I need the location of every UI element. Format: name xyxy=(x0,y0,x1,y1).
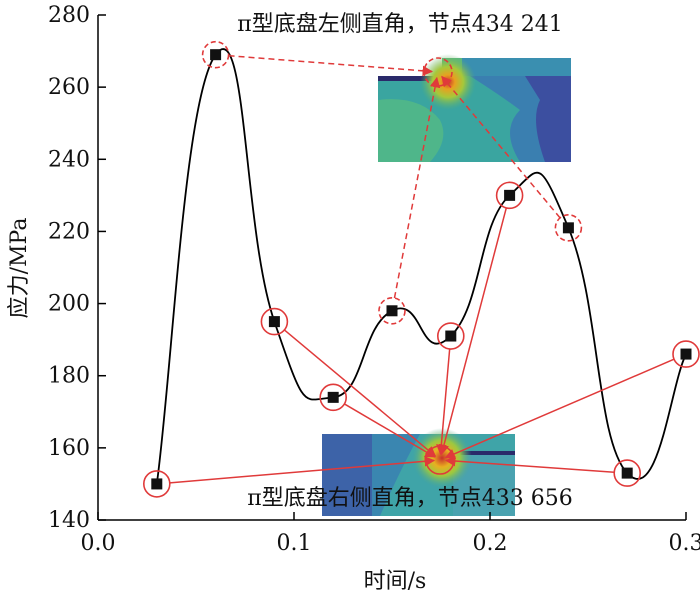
hotspot-circle xyxy=(423,57,453,87)
y-tick-label: 220 xyxy=(48,219,90,244)
annotation-circle xyxy=(554,214,583,242)
annotation-circle xyxy=(319,383,348,412)
y-tick-label: 240 xyxy=(48,147,90,172)
hotspot-circle xyxy=(425,445,455,475)
data-markers xyxy=(151,49,692,490)
annotation-circle xyxy=(260,307,289,336)
data-point xyxy=(621,467,633,479)
y-tick-label: 160 xyxy=(48,436,90,461)
annotation-circle xyxy=(436,322,465,350)
annotation-circle xyxy=(378,296,406,325)
data-point xyxy=(268,316,280,328)
data-point xyxy=(210,49,222,61)
annotation-layer xyxy=(143,40,700,498)
x-tick-label: 0.2 xyxy=(473,531,508,556)
y-tick-label: 140 xyxy=(48,508,90,533)
annotation-arrow xyxy=(228,54,434,77)
fea-inset-right-corner xyxy=(322,428,515,516)
annotation-circle xyxy=(143,470,171,498)
annotation-circle xyxy=(613,459,642,487)
data-point xyxy=(504,189,516,201)
y-tick-label: 180 xyxy=(48,364,90,389)
data-point xyxy=(680,348,692,360)
y-ticks: 140 160 180 200 220 240 260 280 xyxy=(48,3,106,533)
annotation-label-left-corner: π型底盘左侧直角，节点434 241 xyxy=(237,12,562,37)
x-tick-label: 0.0 xyxy=(81,531,116,556)
annotation-arrow xyxy=(283,329,437,457)
y-tick-label: 260 xyxy=(48,75,90,100)
annotation-circle xyxy=(672,340,700,368)
data-point xyxy=(445,330,457,342)
annotation-arrow xyxy=(344,403,436,458)
annotation-arrow xyxy=(393,76,441,299)
x-tick-label: 0.1 xyxy=(277,531,312,556)
annotation-arrow xyxy=(441,75,561,219)
data-point xyxy=(386,305,398,317)
annotation-circle xyxy=(201,40,230,69)
fea-inset-left-corner xyxy=(378,54,571,162)
annotation-arrow xyxy=(438,207,508,456)
annotation-label-right-corner: π型底盘右侧直角，节点433 656 xyxy=(247,486,572,511)
series-line xyxy=(155,48,687,485)
y-tick-label: 280 xyxy=(48,3,90,28)
y-axis-label: 应力/MPa xyxy=(7,218,32,319)
data-point xyxy=(327,391,339,403)
axes xyxy=(97,15,686,521)
annotation-circle xyxy=(495,181,524,210)
x-ticks: 0.0 0.1 0.2 0.3 xyxy=(81,512,700,556)
y-tick-label: 200 xyxy=(48,292,90,317)
x-tick-label: 0.3 xyxy=(669,531,700,556)
data-point xyxy=(562,222,574,234)
data-point xyxy=(151,478,163,490)
annotation-arrow xyxy=(169,456,436,484)
annotation-arrow xyxy=(444,358,675,459)
annotation-arrow xyxy=(444,455,615,473)
x-axis-label: 时间/s xyxy=(364,569,427,594)
annotation-arrow xyxy=(436,348,451,456)
